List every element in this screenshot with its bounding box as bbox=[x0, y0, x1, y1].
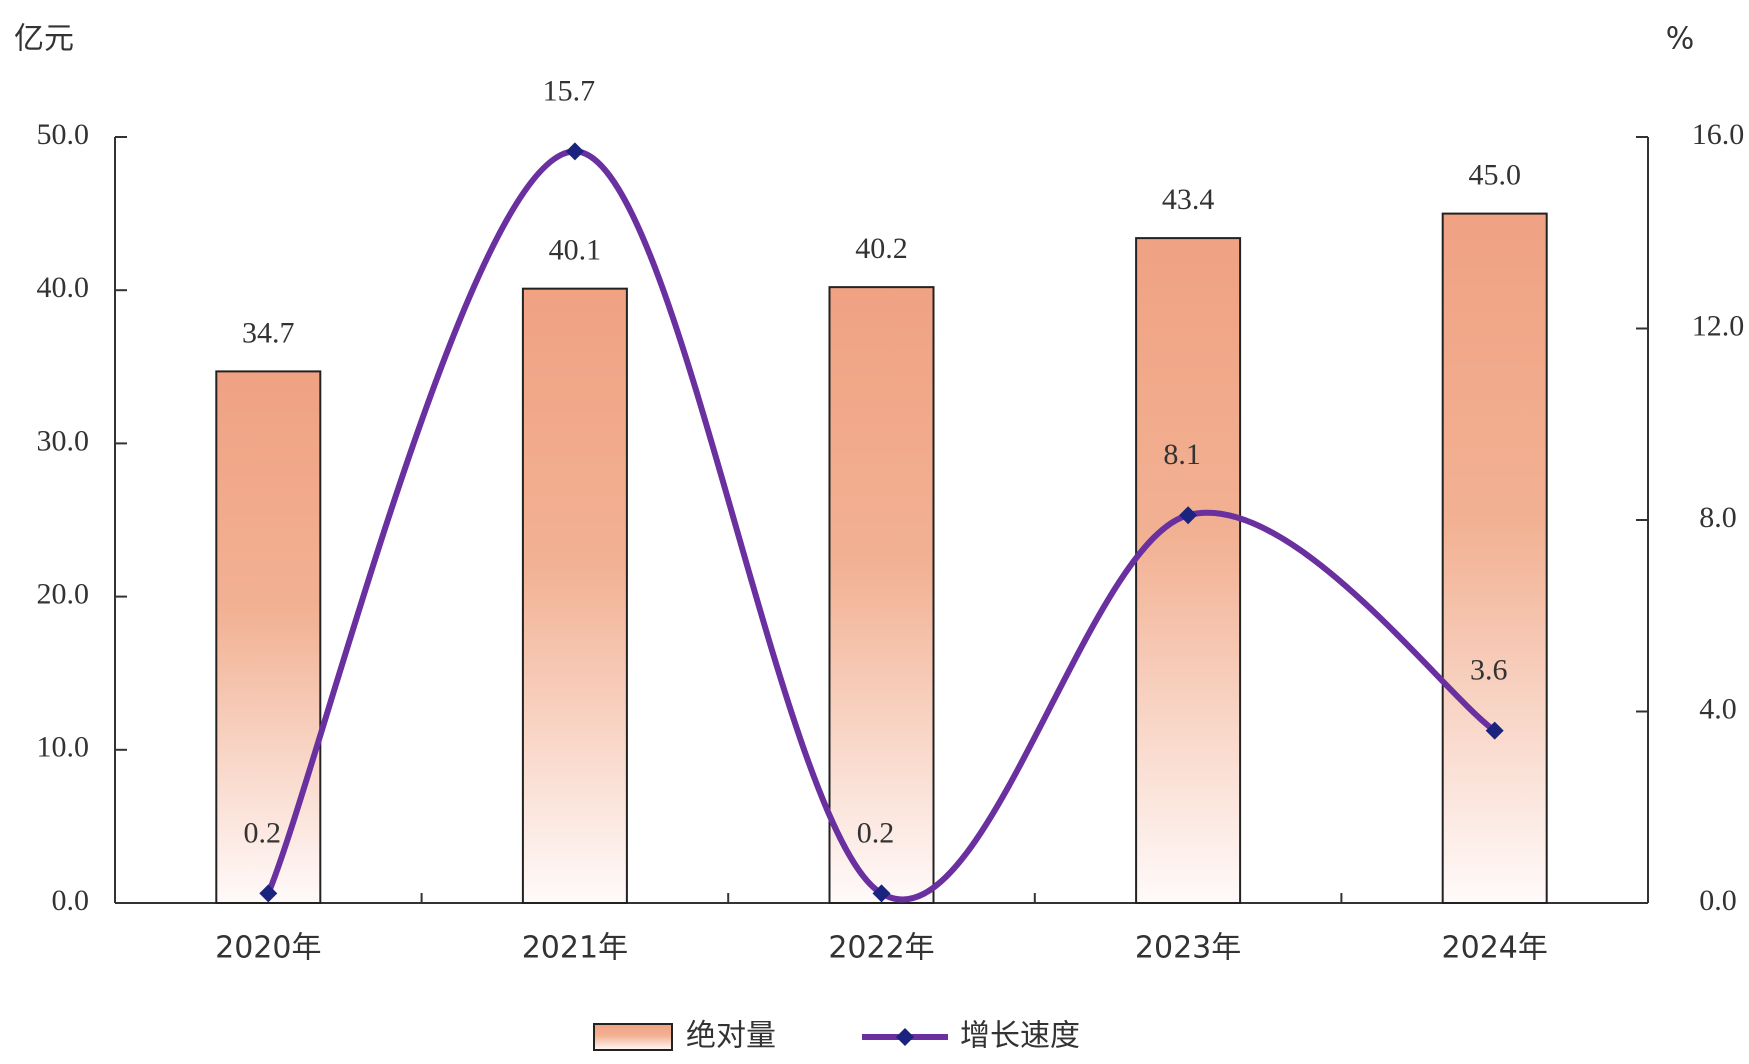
y-tick-label: 30.0 bbox=[37, 424, 90, 457]
y2-tick-label: 16.0 bbox=[1692, 118, 1745, 151]
bar bbox=[1135, 237, 1242, 904]
legend-marker bbox=[896, 1028, 914, 1046]
bar bbox=[828, 286, 935, 904]
line-marker bbox=[1485, 721, 1504, 740]
bar-value-label: 40.2 bbox=[855, 232, 908, 265]
x-tick-label: 2020年 bbox=[215, 931, 321, 966]
y2-tick-label: 8.0 bbox=[1699, 501, 1737, 534]
x-tick-label: 2022年 bbox=[828, 931, 934, 966]
bar-value-label: 43.4 bbox=[1162, 183, 1215, 216]
legend-label: 增长速度 bbox=[960, 1019, 1080, 1054]
legend-label: 绝对量 bbox=[686, 1019, 776, 1054]
y-tick-label: 20.0 bbox=[37, 577, 90, 610]
y-tick-label: 0.0 bbox=[52, 884, 90, 917]
line-value-label: 15.7 bbox=[543, 74, 596, 107]
bar-value-label: 45.0 bbox=[1468, 158, 1521, 191]
legend-swatch bbox=[593, 1023, 673, 1051]
line-marker bbox=[1179, 506, 1198, 525]
y2-tick-label: 12.0 bbox=[1692, 309, 1745, 342]
line-value-label: 3.6 bbox=[1470, 654, 1508, 687]
y-tick-label: 10.0 bbox=[37, 731, 90, 764]
y-axis-unit: 亿元 bbox=[14, 22, 74, 57]
line-value-label: 0.2 bbox=[857, 816, 895, 849]
bar-value-label: 34.7 bbox=[242, 316, 295, 349]
y-tick-label: 50.0 bbox=[37, 118, 90, 151]
x-tick-label: 2023年 bbox=[1135, 931, 1241, 966]
line-marker bbox=[872, 884, 891, 903]
bar bbox=[215, 370, 322, 904]
bar bbox=[1441, 212, 1548, 905]
line-value-label: 8.1 bbox=[1163, 438, 1201, 471]
x-tick-label: 2021年 bbox=[522, 931, 628, 966]
y2-tick-label: 4.0 bbox=[1699, 692, 1737, 725]
line-marker bbox=[259, 884, 278, 903]
y2-tick-label: 0.0 bbox=[1699, 884, 1737, 917]
x-tick-label: 2024年 bbox=[1442, 931, 1548, 966]
line-value-label: 0.2 bbox=[244, 816, 282, 849]
y2-axis-unit: % bbox=[1666, 22, 1695, 57]
bar-value-label: 40.1 bbox=[549, 234, 602, 267]
line-marker bbox=[565, 142, 584, 161]
bar bbox=[521, 287, 628, 904]
y-tick-label: 40.0 bbox=[37, 271, 90, 304]
growth-line bbox=[265, 148, 1497, 903]
